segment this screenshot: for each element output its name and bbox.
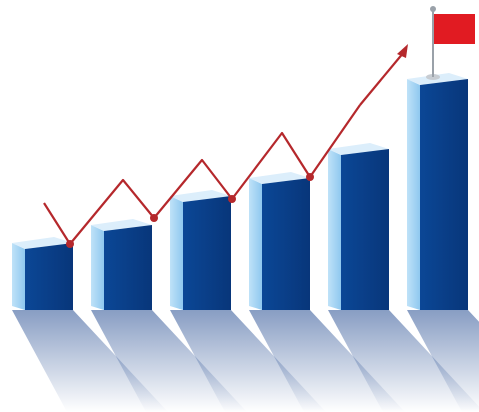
bar-front-face [420,79,468,310]
bar-top-face [249,172,310,184]
trend-point [306,173,314,181]
bar [407,73,468,310]
flag-cloth [434,14,475,44]
bar [328,143,389,310]
flag-icon [426,6,475,80]
bar-side-face [91,225,104,310]
bars [12,73,468,310]
bar [91,219,152,310]
bar-front-face [183,196,231,310]
bar-top-face [328,143,389,155]
bar-side-face [12,243,25,310]
bar-shadow [249,310,405,412]
trend-point [228,195,236,203]
bar-side-face [407,79,420,310]
bar-top-face [12,237,73,249]
bar-side-face [328,149,341,310]
bar-side-face [170,196,183,310]
trend-point [66,240,74,248]
trend-final-segment [359,51,405,106]
bar-front-face [104,225,152,310]
bar-shadow [170,310,326,412]
bar-shadow [407,310,479,412]
trend-line [43,44,408,248]
bar-top-face [91,219,152,231]
bar-shadow [91,310,247,412]
bar [12,237,73,310]
trend-point [150,214,158,222]
bar-front-face [262,178,310,310]
bar-shadows [12,310,479,412]
trend-arrow-icon [397,44,408,58]
bar-shadow [12,310,168,412]
bar-front-face [341,149,389,310]
bar [170,190,231,310]
bar-top-face [170,190,231,202]
bar-shadow [328,310,479,412]
bar-side-face [249,178,262,310]
trend-polyline [43,104,361,246]
bar-front-face [25,243,73,310]
bar [249,172,310,310]
flag-pole-knob [430,6,436,12]
